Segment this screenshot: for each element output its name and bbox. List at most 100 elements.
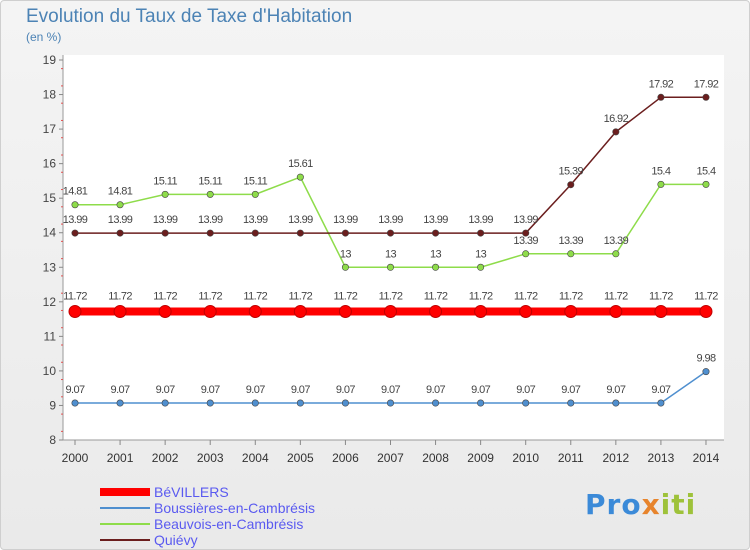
legend-label: Beauvois-en-Cambrésis [154, 516, 304, 532]
data-label: 15.61 [288, 158, 313, 170]
data-point [429, 304, 443, 318]
data-point [567, 399, 575, 407]
data-point [71, 201, 79, 209]
x-tick-label: 2010 [512, 451, 539, 465]
chart-title: Evolution du Taux de Taxe d'Habitation [26, 6, 353, 27]
data-label: 17.92 [694, 78, 719, 90]
data-point [251, 229, 259, 237]
legend-label: Boussières-en-Cambrésis [154, 500, 316, 516]
data-point [474, 304, 488, 318]
y-tick-label: 18 [43, 88, 57, 102]
data-point [71, 229, 79, 237]
legend-item-beauvois: Beauvois-en-Cambrésis [100, 516, 315, 532]
logo-part-2: x [641, 488, 661, 521]
data-label: 17.92 [649, 78, 674, 90]
data-point [612, 128, 620, 136]
data-label: 13.99 [378, 214, 403, 226]
x-tick-label: 2004 [242, 451, 269, 465]
data-label: 9.07 [65, 384, 84, 396]
data-label: 13.99 [288, 214, 313, 226]
data-point [477, 229, 485, 237]
data-label: 9.07 [426, 384, 445, 396]
data-point [612, 250, 620, 258]
data-label: 9.07 [156, 384, 175, 396]
data-point [386, 229, 394, 237]
y-tick-label: 9 [49, 398, 56, 412]
data-point [161, 399, 169, 407]
data-label: 13.99 [333, 214, 358, 226]
data-label: 9.07 [471, 384, 490, 396]
y-tick-label: 19 [43, 53, 57, 67]
data-point [477, 263, 485, 271]
data-label: 13.39 [559, 235, 584, 247]
data-label: 13 [475, 248, 487, 260]
data-point [116, 201, 124, 209]
data-point [612, 399, 620, 407]
data-label: 15.11 [153, 175, 177, 187]
data-label: 15.11 [243, 175, 267, 187]
data-label: 15.11 [198, 175, 222, 187]
data-label: 11.72 [108, 290, 132, 302]
data-point [296, 229, 304, 237]
x-tick-label: 2013 [648, 451, 675, 465]
data-label: 9.98 [696, 353, 715, 365]
x-tick-label: 2000 [62, 451, 89, 465]
x-tick-label: 2002 [152, 451, 179, 465]
data-point [657, 93, 665, 101]
y-tick-label: 17 [43, 122, 57, 136]
data-label: 9.07 [291, 384, 310, 396]
data-point [161, 190, 169, 198]
legend-label: BéVILLERS [154, 484, 229, 500]
data-label: 9.07 [651, 384, 670, 396]
data-point [251, 399, 259, 407]
x-tick-label: 2001 [107, 451, 134, 465]
data-label: 14.81 [63, 186, 88, 198]
data-label: 9.07 [381, 384, 400, 396]
data-label: 13.99 [513, 214, 538, 226]
data-point [113, 304, 127, 318]
y-tick-label: 12 [43, 295, 57, 309]
data-point [248, 304, 262, 318]
data-point [657, 180, 665, 188]
data-label: 11.72 [424, 290, 448, 302]
x-tick-label: 2007 [377, 451, 404, 465]
data-label: 11.72 [198, 290, 222, 302]
data-label: 11.72 [243, 290, 267, 302]
x-tick-label: 2006 [332, 451, 359, 465]
data-label: 13.99 [423, 214, 448, 226]
data-point [609, 304, 623, 318]
y-tick-label: 14 [43, 226, 57, 240]
data-point [657, 399, 665, 407]
data-point [338, 304, 352, 318]
chart-subtitle: (en %) [26, 30, 62, 44]
data-label: 13.39 [513, 235, 538, 247]
data-point [383, 304, 397, 318]
data-label: 9.07 [336, 384, 355, 396]
data-label: 13.99 [108, 214, 133, 226]
data-label: 13.99 [198, 214, 223, 226]
data-point [206, 190, 214, 198]
y-tick-label: 15 [43, 191, 57, 205]
data-point [206, 229, 214, 237]
legend-swatch [100, 488, 150, 496]
data-point [432, 263, 440, 271]
data-label: 9.07 [201, 384, 220, 396]
x-tick-label: 2009 [467, 451, 494, 465]
data-point [519, 304, 533, 318]
legend-item-bevillers: BéVILLERS [100, 484, 315, 500]
data-point [296, 173, 304, 181]
data-point [699, 304, 713, 318]
data-label: 13 [385, 248, 397, 260]
data-label: 11.72 [469, 290, 493, 302]
legend-swatch [100, 507, 150, 509]
plot-area [63, 55, 724, 440]
x-tick-label: 2005 [287, 451, 314, 465]
data-point [432, 229, 440, 237]
legend-item-boussieres: Boussières-en-Cambrésis [100, 500, 315, 516]
data-label: 13.39 [604, 235, 629, 247]
data-point [386, 399, 394, 407]
data-label: 9.07 [561, 384, 580, 396]
data-point [702, 368, 710, 376]
data-point [654, 304, 668, 318]
